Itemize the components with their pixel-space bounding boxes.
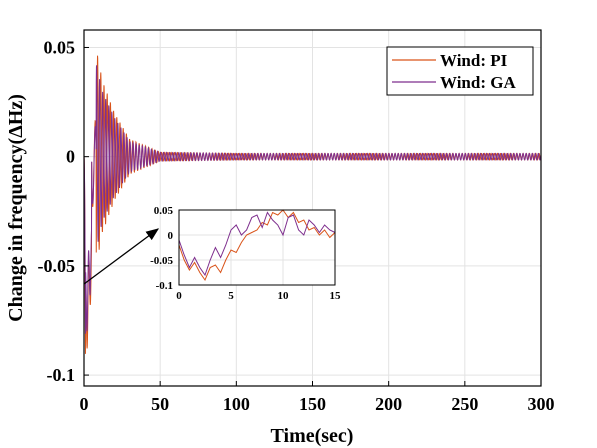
- inset-background: [179, 210, 335, 285]
- x-tick-label: 300: [528, 394, 555, 414]
- inset-x-tick-label: 5: [228, 290, 234, 302]
- zoom-arrow: [83, 228, 160, 285]
- legend-label-series-0: Wind: PI: [440, 51, 508, 70]
- inset-x-tick-label: 10: [278, 290, 290, 302]
- x-tick-label: 200: [375, 394, 402, 414]
- x-tick-label: 0: [80, 394, 89, 414]
- inset-x-tick-label: 15: [330, 290, 342, 302]
- x-tick-label: 150: [299, 394, 326, 414]
- main-plot-lines: [83, 55, 542, 354]
- y-tick-label: 0: [66, 147, 75, 167]
- x-tick-label: 50: [151, 394, 169, 414]
- inset-axis-ticks: 0 5 10 15 0.05 0 -0.05 -0.1: [150, 205, 341, 302]
- y-axis-label: Change in frequency(ΔHz): [5, 94, 27, 322]
- inset-y-tick-label: 0.05: [154, 205, 174, 217]
- inset-x-tick-label: 0: [176, 290, 182, 302]
- y-tick-label: 0.05: [44, 37, 76, 57]
- inset-y-tick-label: -0.05: [150, 255, 173, 267]
- series-line-1: [83, 65, 542, 334]
- inset-frame: [178, 209, 336, 286]
- x-tick-label: 250: [451, 394, 478, 414]
- y-tick-label: -0.05: [38, 256, 76, 276]
- legend: Wind: PI Wind: GA: [386, 46, 534, 96]
- y-tick-label: -0.1: [47, 365, 76, 385]
- inset-y-tick-label: -0.1: [156, 280, 173, 292]
- legend-box: [386, 46, 534, 96]
- inset-y-tick-label: 0: [168, 230, 174, 242]
- x-axis-label: Time(sec): [271, 425, 354, 447]
- inset-plot-lines: [178, 209, 336, 282]
- legend-label-series-1: Wind: GA: [440, 73, 516, 92]
- inset-series-line-0: [178, 209, 336, 282]
- inset-series-line-1: [178, 211, 336, 277]
- x-tick-label: 100: [223, 394, 250, 414]
